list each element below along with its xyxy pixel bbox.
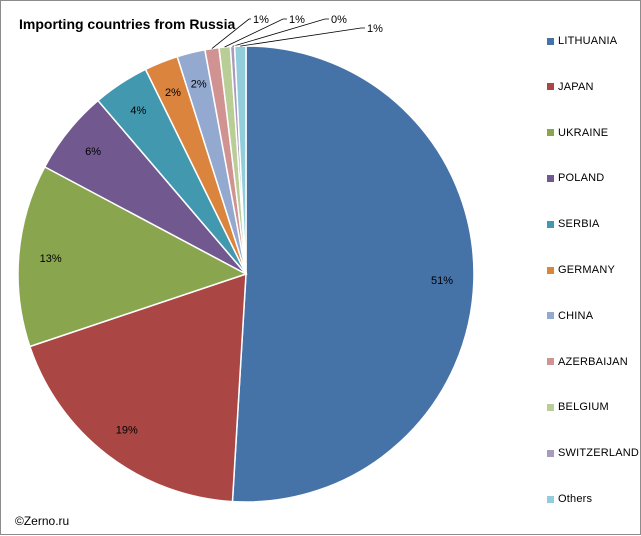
legend-label: POLAND	[558, 172, 605, 185]
leader-line-switzerland	[232, 18, 329, 47]
legend-label: AZERBAIJAN	[558, 355, 628, 368]
data-label-japan: 19%	[116, 425, 138, 437]
legend-swatch	[547, 129, 554, 137]
chart-title: Importing countries from Russia	[19, 16, 236, 32]
copyright-footer: ©Zerno.ru	[15, 514, 70, 528]
legend-swatch	[547, 266, 554, 274]
legend-swatch	[547, 403, 554, 411]
legend-label: LITHUANIA	[558, 35, 618, 47]
legend-swatch	[547, 358, 554, 366]
legend-item-azerbaijan: AZERBAIJAN	[547, 355, 628, 369]
data-label-belgium: 1%	[289, 14, 305, 26]
pie-slice-ukraine	[17, 165, 248, 348]
data-label-azerbaijan: 1%	[253, 14, 269, 26]
legend-swatch	[547, 37, 554, 45]
legend-label: BELGIUM	[558, 401, 609, 414]
legend-item-switzerland: SWITZERLAND	[547, 446, 639, 460]
legend-label: SERBIA	[558, 218, 600, 231]
leader-line-others	[240, 27, 365, 47]
legend-swatch	[547, 449, 554, 457]
legend-item-germany: GERMANY	[547, 263, 615, 277]
legend-swatch	[547, 495, 554, 503]
leader-line-belgium	[224, 18, 287, 48]
legend-item-others: Others	[547, 492, 592, 506]
legend-item-ukraine: UKRAINE	[547, 126, 608, 140]
legend-item-china: CHINA	[547, 309, 593, 323]
legend-swatch	[547, 220, 554, 228]
data-label-others: 1%	[367, 23, 383, 35]
data-label-switzerland: 0%	[331, 14, 347, 26]
legend-label: SWITZERLAND	[558, 447, 640, 460]
legend-swatch	[547, 83, 554, 91]
legend-item-serbia: SERBIA	[547, 217, 600, 231]
data-label-lithuania: 51%	[431, 275, 453, 287]
legend-swatch	[547, 174, 554, 182]
data-label-germany: 2%	[165, 87, 181, 99]
legend-item-poland: POLAND	[547, 171, 604, 185]
legend-label: Others	[558, 493, 593, 505]
data-label-serbia: 4%	[130, 105, 146, 117]
legend-label: CHINA	[558, 309, 594, 322]
data-label-ukraine: 13%	[40, 253, 62, 265]
leader-line-azerbaijan	[211, 18, 251, 49]
legend-item-lithuania: LITHUANIA	[547, 34, 617, 48]
legend-label: JAPAN	[558, 80, 594, 93]
legend-item-japan: JAPAN	[547, 80, 594, 94]
pie-slice-japan	[28, 272, 247, 503]
legend-item-belgium: BELGIUM	[547, 400, 609, 414]
pie-slice-lithuania	[231, 45, 475, 503]
data-label-poland: 6%	[85, 146, 101, 158]
legend-label: UKRAINE	[558, 126, 609, 139]
legend-label: GERMANY	[558, 264, 616, 276]
data-label-china: 2%	[191, 79, 207, 91]
legend-swatch	[547, 312, 554, 320]
